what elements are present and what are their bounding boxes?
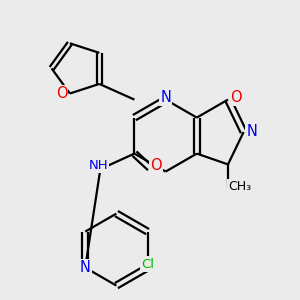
Text: N: N xyxy=(80,260,91,275)
Text: O: O xyxy=(231,90,242,105)
Text: O: O xyxy=(56,86,67,101)
Text: NH: NH xyxy=(88,159,108,172)
Text: NH: NH xyxy=(88,159,108,172)
Text: N: N xyxy=(160,90,171,105)
Text: N: N xyxy=(247,124,257,140)
Text: O: O xyxy=(150,158,162,173)
Text: Cl: Cl xyxy=(141,257,154,271)
Text: CH₃: CH₃ xyxy=(228,179,252,193)
Text: CH₃: CH₃ xyxy=(228,179,252,193)
Text: N: N xyxy=(160,90,171,105)
Text: O: O xyxy=(231,90,242,105)
Text: N: N xyxy=(247,124,257,140)
Text: O: O xyxy=(150,158,162,173)
Text: N: N xyxy=(80,260,91,275)
Text: Cl: Cl xyxy=(141,257,154,271)
Text: O: O xyxy=(56,86,67,101)
